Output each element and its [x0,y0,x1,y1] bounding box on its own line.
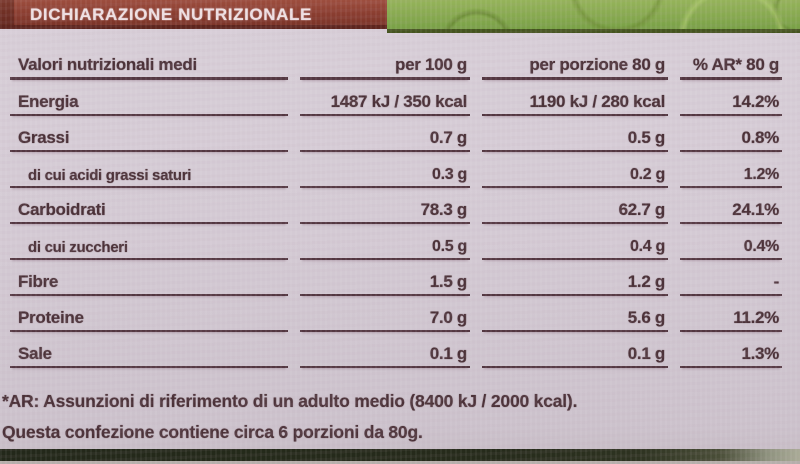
table-row-saturi: di cui acidi grassi saturi 0.3 g 0.2 g 1… [10,152,782,188]
header-per-100g: per 100 g [300,55,470,80]
header-percent-ar: % AR* 80 g [680,55,782,80]
value-ar: 24.1% [680,200,782,224]
package-green-decor [387,0,800,33]
row-label: Fibre [10,272,288,296]
row-label: Carboidrati [10,200,288,224]
table-row-proteine: Proteine 7.0 g 5.6 g 11.2% [10,296,782,332]
footnotes: *AR: Assunzioni di riferimento di un adu… [2,386,782,448]
value-portion: 1.2 g [482,272,668,296]
table-row-carboidrati: Carboidrati 78.3 g 62.7 g 24.1% [10,188,782,224]
value-ar: 1.3% [680,344,782,368]
bottom-edge-strip [0,461,800,464]
nutrition-table: Valori nutrizionali medi per 100 g per p… [10,42,782,368]
value-ar: 0.4% [680,238,782,260]
value-portion: 0.5 g [482,128,668,152]
table-row-sale: Sale 0.1 g 0.1 g 1.3% [10,332,782,368]
value-portion: 0.4 g [482,238,668,260]
table-header-row: Valori nutrizionali medi per 100 g per p… [10,42,782,80]
value-per-100g: 1487 kJ / 350 kcal [300,92,470,116]
header-values-label: Valori nutrizionali medi [10,55,288,80]
row-label: di cui zuccheri [10,239,288,260]
value-portion: 1190 kJ / 280 kcal [482,92,668,116]
row-label: Grassi [10,128,288,152]
row-label: Proteine [10,308,288,332]
value-per-100g: 78.3 g [300,200,470,224]
value-per-100g: 1.5 g [300,272,470,296]
value-portion: 62.7 g [482,200,668,224]
row-label: Sale [10,344,288,368]
value-portion: 0.1 g [482,344,668,368]
header-per-portion: per porzione 80 g [482,55,668,80]
section-title: DICHIARAZIONE NUTRIZIONALE [30,5,312,24]
table-row-zuccheri: di cui zuccheri 0.5 g 0.4 g 0.4% [10,224,782,260]
value-portion: 0.2 g [482,166,668,188]
value-per-100g: 0.7 g [300,128,470,152]
section-title-banner: DICHIARAZIONE NUTRIZIONALE [0,0,387,29]
table-row-grassi: Grassi 0.7 g 0.5 g 0.8% [10,116,782,152]
value-ar: - [680,272,782,296]
footnote-portions: Questa confezione contiene circa 6 porzi… [2,422,423,442]
value-per-100g: 0.1 g [300,344,470,368]
bottom-dark-band [0,449,800,461]
value-ar: 0.8% [680,128,782,152]
value-ar: 11.2% [680,308,782,332]
value-portion: 5.6 g [482,308,668,332]
row-label: di cui acidi grassi saturi [10,167,288,188]
value-per-100g: 0.5 g [300,238,470,260]
table-row-energia: Energia 1487 kJ / 350 kcal 1190 kJ / 280… [10,80,782,116]
value-ar: 1.2% [680,166,782,188]
row-label: Energia [10,92,288,116]
footnote-reference-intake: *AR: Assunzioni di riferimento di un adu… [2,391,578,411]
table-row-fibre: Fibre 1.5 g 1.2 g - [10,260,782,296]
value-per-100g: 0.3 g [300,166,470,188]
value-ar: 14.2% [680,92,782,116]
value-per-100g: 7.0 g [300,308,470,332]
